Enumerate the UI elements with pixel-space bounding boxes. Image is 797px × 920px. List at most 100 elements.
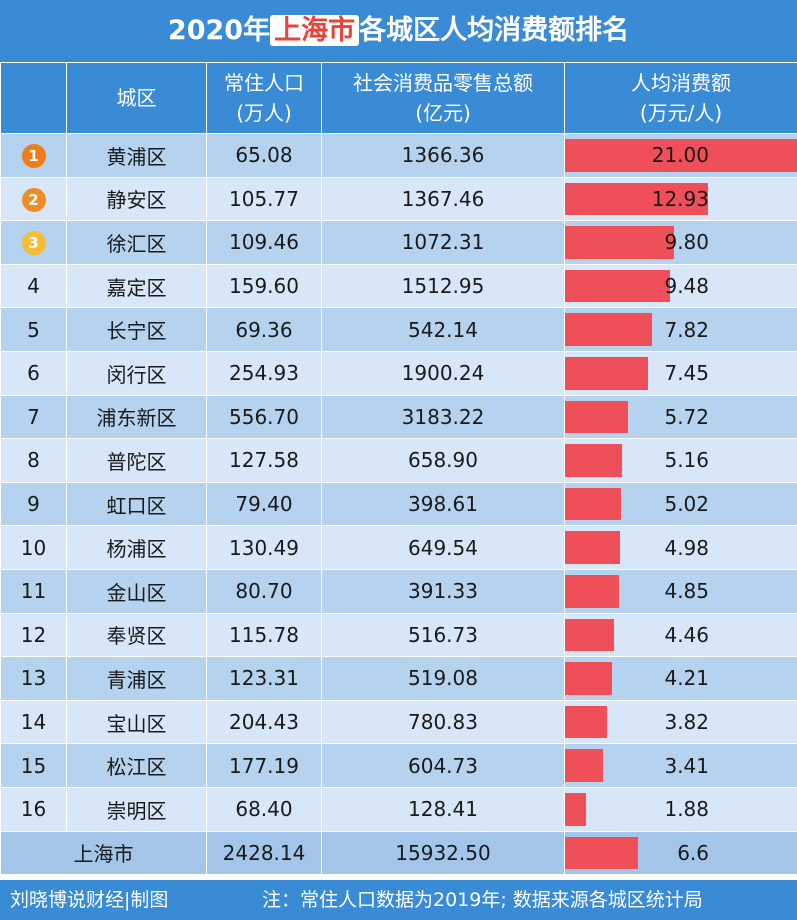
per-capita-cell: 6.6 [564, 830, 797, 876]
table-row: 10 杨浦区 130.49 649.54 4.98 [0, 525, 797, 570]
per-capita-cell: 5.02 [564, 481, 797, 527]
per-capita-cell: 4.21 [564, 656, 797, 701]
district-cell: 崇明区 [66, 786, 207, 832]
district-cell: 金山区 [66, 568, 207, 614]
per-capita-bar [565, 400, 628, 434]
district-cell: 长宁区 [66, 307, 207, 352]
district-cell: 静安区 [66, 176, 207, 222]
per-capita-value: 5.72 [664, 404, 709, 429]
population-cell: 65.08 [206, 133, 322, 178]
district-cell: 奉贤区 [66, 612, 207, 658]
per-capita-value: 4.85 [664, 579, 709, 604]
per-capita-bar [565, 618, 614, 652]
table-row: 3 徐汇区 109.46 1072.31 9.80 [0, 220, 797, 265]
retail-cell: 1512.95 [321, 263, 565, 309]
retail-cell: 391.33 [321, 568, 565, 614]
table-row: 12 奉贤区 115.78 516.73 4.46 [0, 612, 797, 658]
rank-medal-icon: 1 [21, 144, 46, 169]
rank-cell: 13 [0, 656, 67, 701]
district-cell: 黄浦区 [66, 133, 207, 178]
population-cell: 109.46 [206, 220, 322, 265]
per-capita-value: 7.45 [664, 361, 709, 386]
header-row: 城区 常住人口 (万人) 社会消费品零售总额 (亿元) 人均消费额 (万元/人) [0, 62, 797, 134]
retail-cell: 658.90 [321, 438, 565, 483]
per-capita-cell: 9.48 [564, 263, 797, 309]
header-per-capita: 人均消费额 (万元/人) [564, 62, 797, 134]
header-retail: 社会消费品零售总额 (亿元) [321, 62, 565, 134]
per-capita-bar [565, 226, 674, 259]
population-cell: 127.58 [206, 438, 322, 483]
rank-cell: 10 [0, 525, 67, 570]
total-district-cell: 上海市 [0, 830, 207, 876]
district-cell: 嘉定区 [66, 263, 207, 309]
table-row: 7 浦东新区 556.70 3183.22 5.72 [0, 394, 797, 440]
per-capita-value: 4.46 [664, 622, 709, 647]
district-cell: 普陀区 [66, 438, 207, 483]
population-cell: 123.31 [206, 656, 322, 701]
population-cell: 69.36 [206, 307, 322, 352]
title-prefix: 2020年 [167, 15, 271, 46]
title-suffix: 各城区人均消费额排名 [359, 15, 630, 46]
district-cell: 徐汇区 [66, 220, 207, 265]
total-row: 上海市 2428.14 15932.50 6.6 [0, 830, 797, 876]
rank-cell: 12 [0, 612, 67, 658]
per-capita-cell: 4.98 [564, 525, 797, 570]
header-rank [0, 62, 67, 134]
per-capita-bar [565, 313, 652, 346]
population-cell: 254.93 [206, 350, 322, 396]
per-capita-value: 3.41 [664, 753, 709, 778]
table-row: 15 松江区 177.19 604.73 3.41 [0, 743, 797, 788]
rank-cell: 5 [0, 307, 67, 352]
rank-cell: 8 [0, 438, 67, 483]
per-capita-bar [565, 749, 603, 782]
rank-cell: 14 [0, 699, 67, 745]
district-cell: 杨浦区 [66, 525, 207, 570]
per-capita-cell: 3.82 [564, 699, 797, 745]
retail-cell: 1900.24 [321, 350, 565, 396]
table-row: 5 长宁区 69.36 542.14 7.82 [0, 307, 797, 352]
table-row: 1 黄浦区 65.08 1366.36 21.00 [0, 133, 797, 178]
header-population-line1: 常住人口 [224, 71, 304, 95]
per-capita-cell: 4.85 [564, 568, 797, 614]
header-district: 城区 [66, 62, 207, 134]
per-capita-bar [565, 836, 638, 870]
rank-cell: 9 [0, 481, 67, 527]
per-capita-value: 21.00 [651, 143, 709, 168]
rank-cell: 2 [0, 176, 67, 222]
per-capita-value: 1.88 [664, 797, 709, 822]
table-row: 8 普陀区 127.58 658.90 5.16 [0, 438, 797, 483]
total-retail-cell: 15932.50 [321, 830, 565, 876]
retail-cell: 3183.22 [321, 394, 565, 440]
footer-credit: 刘晓博说财经|制图 [10, 889, 169, 911]
table-row: 14 宝山区 204.43 780.83 3.82 [0, 699, 797, 745]
per-capita-value: 6.6 [677, 840, 709, 865]
retail-cell: 542.14 [321, 307, 565, 352]
footer-note: 注：常住人口数据为2019年; 数据来源各城区统计局 [262, 889, 703, 911]
per-capita-value: 4.21 [664, 666, 709, 691]
header-retail-line1: 社会消费品零售总额 [353, 71, 533, 95]
per-capita-value: 3.82 [664, 710, 709, 735]
district-cell: 闵行区 [66, 350, 207, 396]
per-capita-cell: 21.00 [564, 133, 797, 178]
table-body: 1 黄浦区 65.08 1366.36 21.00 2 静安区 105.77 1367.46 12… [0, 133, 797, 876]
district-cell: 青浦区 [66, 656, 207, 701]
population-cell: 115.78 [206, 612, 322, 658]
district-cell: 浦东新区 [66, 394, 207, 440]
header-per-capita-unit: (万元/人) [639, 101, 723, 125]
retail-cell: 649.54 [321, 525, 565, 570]
per-capita-bar [565, 269, 670, 303]
per-capita-bar [565, 574, 619, 608]
per-capita-bar [565, 487, 621, 521]
district-cell: 松江区 [66, 743, 207, 788]
retail-cell: 1367.46 [321, 176, 565, 222]
rank-medal-icon: 2 [21, 187, 46, 212]
rank-cell: 1 [0, 133, 67, 178]
per-capita-cell: 1.88 [564, 786, 797, 832]
population-cell: 159.60 [206, 263, 322, 309]
rank-cell: 11 [0, 568, 67, 614]
page-title: 2020年 上海市 各城区人均消费额排名 [0, 0, 797, 62]
per-capita-bar [565, 182, 708, 216]
population-cell: 80.70 [206, 568, 322, 614]
